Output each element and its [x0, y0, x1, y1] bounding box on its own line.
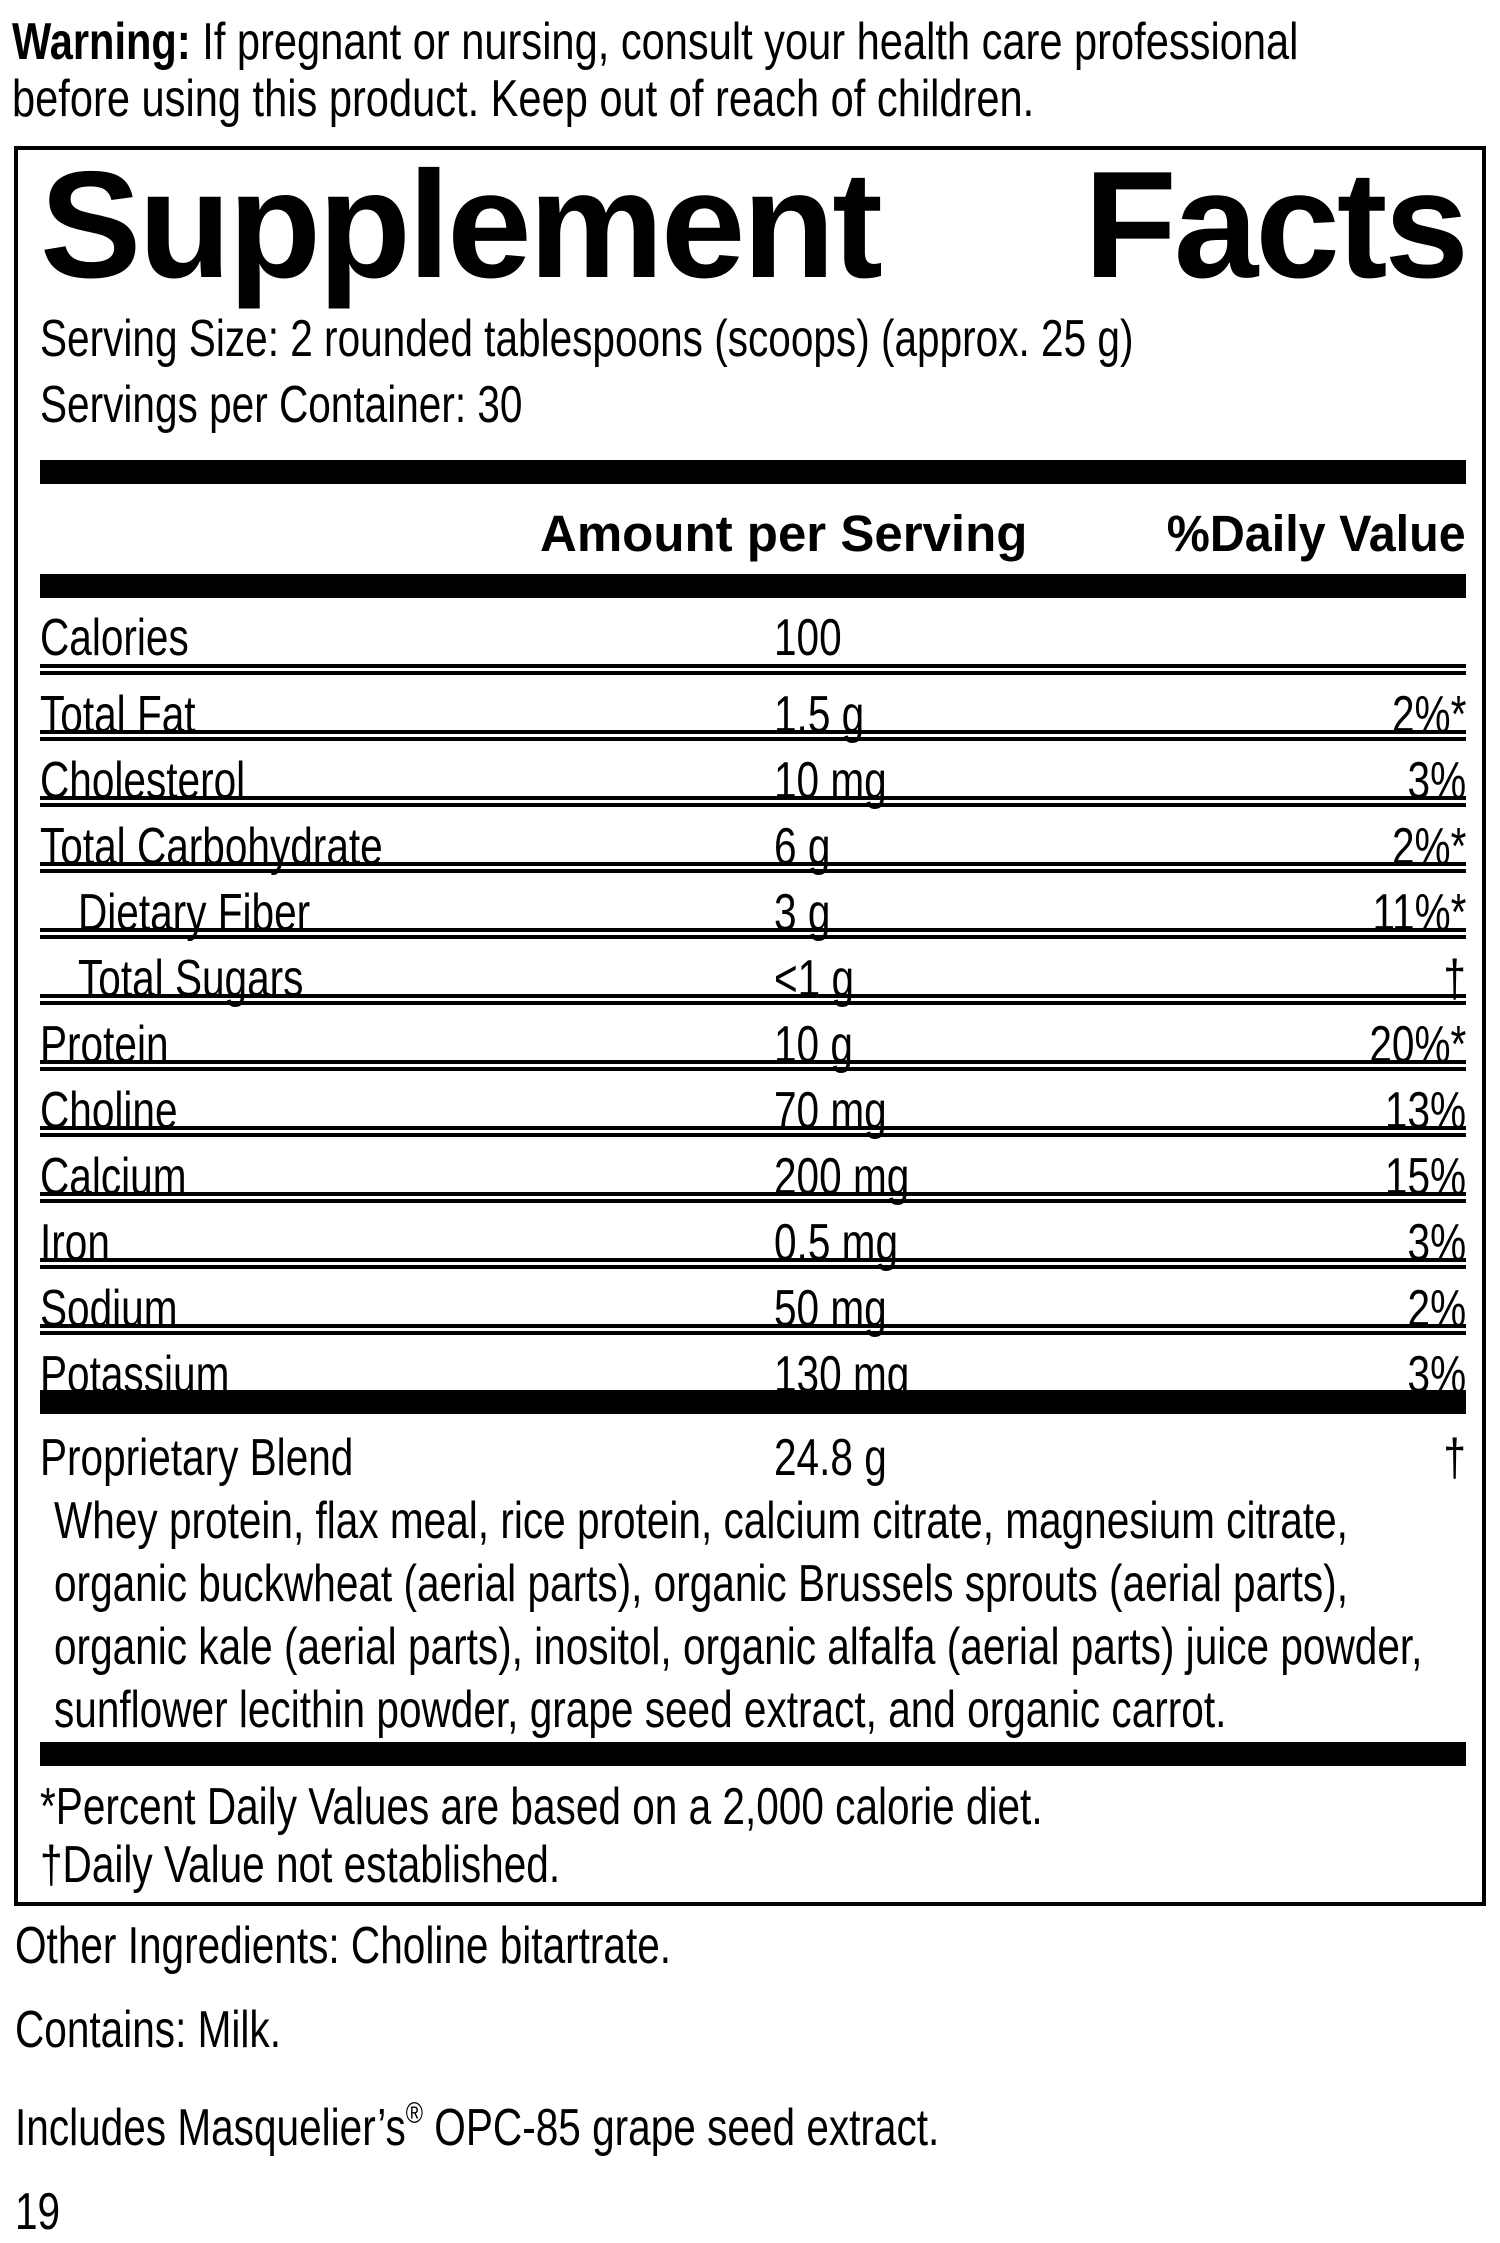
column-header-row: Amount per Serving %Daily Value: [40, 484, 1466, 574]
blend-line: Whey protein, flax meal, rice protein, c…: [54, 1492, 1348, 1550]
nutrient-row-choline: Choline 70 mg 13%: [40, 1060, 1466, 1140]
nutrient-row-calcium: Calcium 200 mg 15%: [40, 1126, 1466, 1206]
panel-title-word-2: Facts: [1083, 140, 1469, 310]
nutrient-dv: †: [1443, 950, 1466, 1008]
section-bar: [40, 1390, 1466, 1414]
blend-line: organic buckwheat (aerial parts), organi…: [54, 1555, 1348, 1613]
nutrient-dv: †: [1443, 1429, 1466, 1487]
nutrient-row-total-carbohydrate: Total Carbohydrate 6 g 2%*: [40, 796, 1466, 876]
blend-line: organic kale (aerial parts), inositol, o…: [54, 1618, 1423, 1676]
serving-info: Serving Size: 2 rounded tablespoons (sco…: [40, 306, 1466, 438]
nutrient-row-total-sugars: Total Sugars <1 g †: [40, 928, 1466, 1008]
nutrient-row-calories: Calories 100: [40, 598, 1466, 667]
nutrient-amount: 130 mg: [774, 1346, 910, 1404]
nutrient-row-sodium: Sodium 50 mg 2%: [40, 1258, 1466, 1338]
footnotes: *Percent Daily Values are based on a 2,0…: [40, 1766, 1466, 1894]
column-header-amount: Amount per Serving: [540, 505, 1028, 562]
warning-label: Warning:: [12, 13, 191, 71]
nutrient-row-protein: Protein 10 g 20%*: [40, 994, 1466, 1074]
page-number: 19: [15, 2183, 61, 2241]
panel-title-word-1: Supplement: [40, 140, 883, 310]
warning-line-2: before using this product. Keep out of r…: [12, 70, 1035, 128]
nutrient-name: Proprietary Blend: [40, 1429, 354, 1487]
nutrient-row-cholesterol: Cholesterol 10 mg 3%: [40, 730, 1466, 810]
nutrient-row-dietary-fiber: Dietary Fiber 3 g 11%*: [40, 862, 1466, 942]
servings-per-container: Servings per Container: 30: [40, 376, 523, 434]
nutrient-row-total-fat: Total Fat 1.5 g 2%*: [40, 664, 1466, 744]
includes-text: Includes Masquelier’s® OPC-85 grape seed…: [15, 2097, 940, 2157]
section-bar: [40, 1742, 1466, 1766]
bottom-info: Other Ingredients: Choline bitartrate. C…: [0, 1920, 1500, 2238]
footnote-percent-dv: *Percent Daily Values are based on a 2,0…: [40, 1778, 1043, 1836]
blend-line: sunflower lecithin powder, grape seed ex…: [54, 1681, 1227, 1739]
nutrient-row-potassium: Potassium 130 mg 3%: [40, 1324, 1466, 1404]
column-header-daily-value: %Daily Value: [1167, 505, 1466, 562]
proprietary-blend-ingredients: Whey protein, flax meal, rice protein, c…: [40, 1490, 1466, 1742]
nutrient-dv: 3%: [1407, 1346, 1466, 1404]
proprietary-blend-row: Proprietary Blend 24.8 g †: [40, 1414, 1466, 1490]
registered-trademark-symbol: ®: [405, 2097, 424, 2130]
footnote-dagger: †Daily Value not established.: [40, 1836, 561, 1894]
section-bar: [40, 574, 1466, 598]
section-bar: [40, 460, 1466, 484]
supplement-facts-panel: Supplement Facts Serving Size: 2 rounded…: [14, 146, 1486, 1906]
includes-line: Includes Masquelier’s® OPC-85 grape seed…: [15, 2088, 1500, 2154]
serving-size: Serving Size: 2 rounded tablespoons (sco…: [40, 310, 1134, 368]
panel-title: Supplement Facts: [40, 140, 1469, 310]
contains-line: Contains: Milk.: [15, 2001, 281, 2059]
nutrient-name: Potassium: [40, 1346, 230, 1404]
nutrient-row-iron: Iron 0.5 mg 3%: [40, 1192, 1466, 1272]
other-ingredients-line: Other Ingredients: Choline bitartrate.: [15, 1917, 672, 1975]
nutrient-amount: 24.8 g: [774, 1429, 887, 1487]
warning-line-1: Warning: If pregnant or nursing, consult…: [12, 13, 1299, 71]
nutrient-name: Calories: [40, 609, 189, 667]
nutrient-amount: 100: [774, 609, 842, 667]
nutrient-table: Calories 100 Total Fat 1.5 g 2%* Cholest…: [40, 598, 1466, 1404]
warning-text: Warning: If pregnant or nursing, consult…: [0, 13, 1299, 128]
